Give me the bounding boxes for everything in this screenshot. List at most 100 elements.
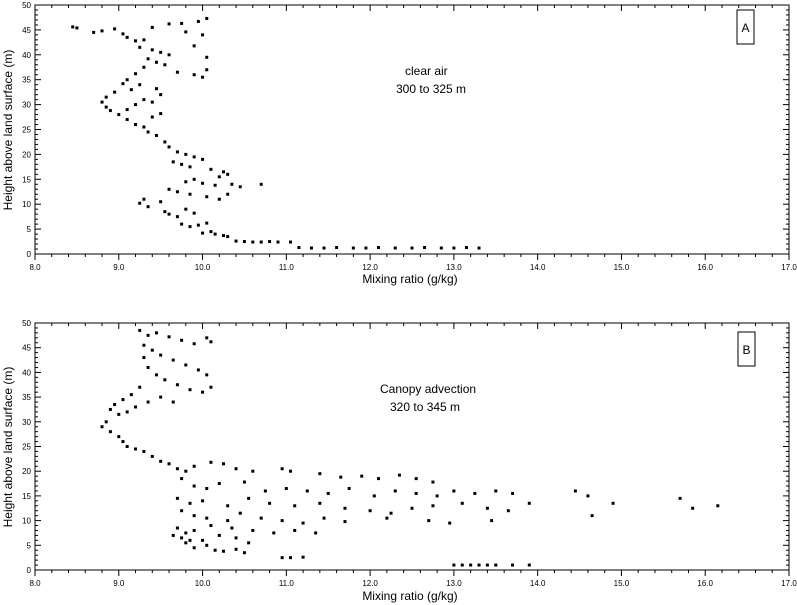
scatter-point: [180, 536, 184, 540]
scatter-point: [167, 335, 171, 339]
scatter-point: [205, 16, 209, 20]
scatter-point: [138, 328, 142, 332]
scatter-point: [314, 531, 318, 535]
scatter-point: [691, 506, 695, 510]
scatter-point: [376, 246, 380, 250]
scatter-point: [494, 563, 498, 567]
scatter-point: [259, 240, 263, 244]
scatter-point: [117, 435, 121, 439]
y-tick-label: 45: [22, 344, 31, 353]
scatter-point: [134, 405, 138, 409]
scatter-point: [134, 447, 138, 451]
scatter-point: [192, 73, 196, 77]
y-tick-label: 15: [22, 492, 31, 501]
scatter-point: [217, 197, 221, 201]
x-tick-label: 16.0: [697, 263, 713, 272]
scatter-point: [154, 87, 158, 91]
scatter-point: [485, 506, 489, 510]
scatter-point: [175, 526, 179, 530]
scatter-point: [242, 551, 246, 555]
scatter-point: [205, 543, 209, 547]
scatter-point: [209, 460, 213, 464]
scatter-point: [226, 235, 230, 239]
scatter-point: [205, 336, 209, 340]
scatter-point: [234, 536, 238, 540]
scatter-point: [192, 342, 196, 346]
scatter-point: [238, 185, 242, 189]
scatter-point: [263, 489, 267, 493]
scatter-point: [527, 501, 531, 505]
scatter-point: [134, 103, 138, 107]
x-tick-label: 17.0: [781, 579, 797, 588]
scatter-point: [125, 78, 129, 82]
scatter-point: [573, 489, 577, 493]
panel-label-box-b: [737, 331, 756, 367]
scatter-point: [104, 105, 108, 109]
y-tick-label: 25: [22, 443, 31, 452]
scatter-point: [201, 499, 205, 503]
scatter-point: [142, 449, 146, 453]
scatter-point: [226, 192, 230, 196]
scatter-point: [180, 21, 184, 25]
scatter-point: [180, 338, 184, 342]
scatter-point: [184, 541, 188, 545]
scatter-point: [150, 25, 154, 29]
scatter-point: [188, 501, 192, 505]
scatter-point: [326, 491, 330, 495]
scatter-point: [339, 475, 343, 479]
scatter-point: [159, 50, 163, 54]
scatter-point: [138, 83, 142, 87]
scatter-point: [205, 221, 209, 225]
scatter-point: [134, 39, 138, 43]
scatter-point: [150, 348, 154, 352]
scatter-point: [154, 373, 158, 377]
scatter-point: [213, 183, 217, 187]
scatter-point: [209, 385, 213, 389]
tick-labels-b: 8.0 9.0 10.0 11.0 12.0 13.0 14.0 15.0 16.0 17.0 0 5…: [22, 319, 797, 588]
scatter-point: [217, 482, 221, 486]
scatter-point: [205, 516, 209, 520]
y-tick-label: 10: [22, 517, 31, 526]
scatter-point: [175, 467, 179, 471]
scatter-point: [113, 403, 117, 407]
scatter-point: [159, 93, 163, 97]
scatter-point: [175, 215, 179, 219]
scatter-point: [477, 563, 481, 567]
scatter-point: [142, 197, 146, 201]
x-tick-label: 8.0: [29, 579, 41, 588]
scatter-point: [142, 65, 146, 69]
scatter-point: [134, 72, 138, 76]
scatter-point: [175, 150, 179, 154]
scatter-point: [192, 44, 196, 48]
y-tick-label: 20: [22, 467, 31, 476]
scatter-point: [234, 467, 238, 471]
scatter-point: [431, 480, 435, 484]
scatter-point: [439, 246, 443, 250]
scatter-point: [117, 113, 121, 117]
scatter-point: [146, 57, 150, 61]
scatter-point: [293, 528, 297, 532]
scatter-point: [154, 60, 158, 64]
x-tick-label: 14.0: [530, 579, 546, 588]
scatter-point: [511, 563, 515, 567]
y-tick-label: 15: [22, 175, 31, 184]
scatter-point: [368, 509, 372, 513]
scatter-point: [242, 480, 246, 484]
scatter-point: [477, 246, 481, 250]
scatter-point: [222, 462, 225, 466]
scatter-point: [138, 45, 142, 49]
scatter-point: [209, 167, 213, 171]
y-axis-label-b: Height above land surface (m): [1, 367, 15, 528]
scatter-point: [121, 398, 125, 402]
scatter-point: [100, 29, 104, 33]
scatter-point: [318, 501, 322, 505]
y-tick-label: 30: [22, 418, 31, 427]
scatter-point: [268, 501, 272, 505]
scatter-point: [259, 516, 263, 520]
scatter-points-b: [100, 328, 720, 567]
scatter-point: [335, 246, 339, 250]
scatter-point: [678, 496, 682, 500]
scatter-point: [205, 486, 209, 490]
annotation-line-1-b: Canopy advection: [380, 382, 476, 396]
